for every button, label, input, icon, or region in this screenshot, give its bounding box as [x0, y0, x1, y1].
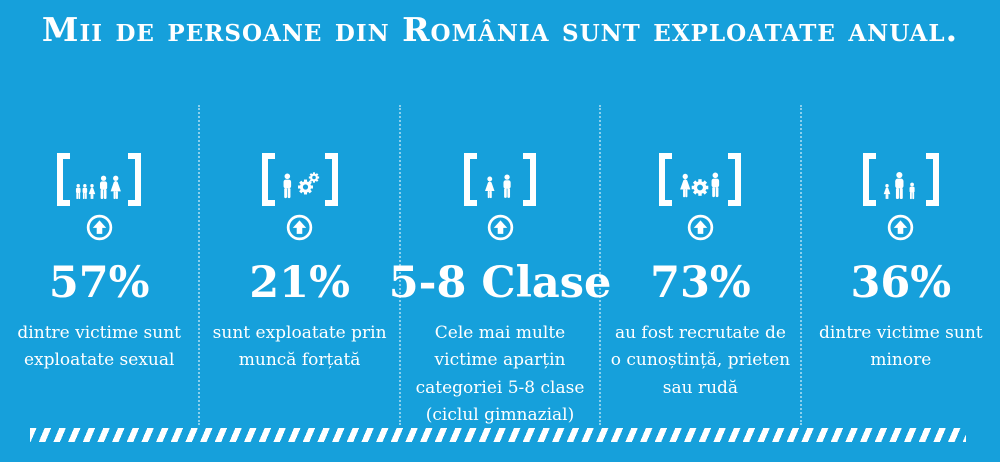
person-with-gears-in-brackets-icon	[261, 153, 338, 206]
arrow-up-circle-icon	[687, 214, 714, 241]
arrow-up-circle-icon	[487, 214, 514, 241]
stat-column-school-level: 5-8 Clase Cele mai multe victime aparțin…	[389, 105, 611, 425]
arrow-up-circle-icon	[887, 214, 914, 241]
adult-children-pictogram	[883, 171, 915, 199]
bracket-right	[925, 153, 939, 206]
stat-value: 73%	[650, 258, 751, 308]
arrow-up-circle-icon	[286, 214, 313, 241]
page-title: Mii de persoane din România sunt exploat…	[41, 10, 959, 49]
people-group-in-brackets-icon	[57, 153, 142, 206]
stat-value: 21%	[249, 258, 350, 308]
bracket-left	[57, 153, 71, 206]
diagonal-stripes-divider	[30, 428, 966, 442]
stat-columns: 57% dintre victime sunt exploatate sexua…	[0, 105, 1000, 425]
stat-value: 36%	[850, 258, 952, 308]
bracket-right	[523, 153, 537, 206]
girl-boy-pictogram	[485, 174, 511, 198]
stat-column-recruited-by-acquaintance: 73% au fost recrutate de o cunoștință, p…	[601, 105, 802, 425]
arrow-up-circle-icon	[86, 214, 113, 241]
adult-with-children-in-brackets-icon	[862, 153, 939, 206]
stat-column-minors: 36% dintre victime sunt minore	[802, 105, 1000, 425]
stat-description: Cele mai multe victime aparțin categorie…	[415, 323, 585, 425]
girl-and-boy-in-brackets-icon	[464, 153, 537, 206]
people-group-pictogram	[76, 175, 122, 199]
stat-value: 57%	[48, 258, 150, 308]
stat-description: dintre victime sunt minore	[819, 323, 983, 371]
woman-gear-man-in-brackets-icon	[659, 153, 742, 206]
stat-description: dintre victime sunt exploatate sexual	[17, 323, 181, 371]
stat-value: 5-8 Clase	[388, 258, 612, 308]
bracket-right	[324, 153, 338, 206]
stat-description: sunt exploatate prin muncă forțată	[212, 323, 387, 371]
bracket-left	[659, 153, 673, 206]
stat-description: au fost recrutate de o cunoștință, priet…	[610, 323, 791, 398]
bracket-left	[261, 153, 275, 206]
bracket-right	[128, 153, 142, 206]
stat-column-sexual-exploitation: 57% dintre victime sunt exploatate sexua…	[0, 105, 201, 425]
woman-gear-man-pictogram	[680, 172, 720, 198]
stat-column-forced-labor: 21% sunt exploatate prin muncă forțată	[200, 105, 401, 425]
person-gears-pictogram	[283, 170, 320, 198]
bracket-left	[862, 153, 876, 206]
bracket-left	[464, 153, 478, 206]
bracket-right	[728, 153, 742, 206]
